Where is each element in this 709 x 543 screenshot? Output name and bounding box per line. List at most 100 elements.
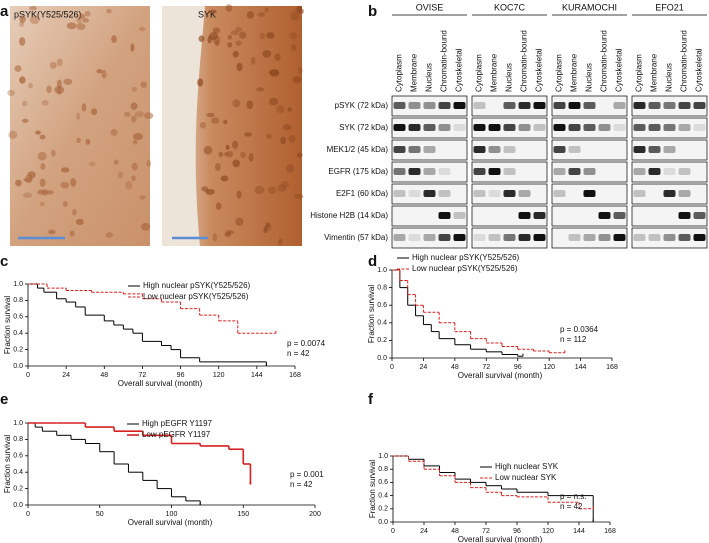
fraction-label: Cytoplasm — [475, 54, 484, 92]
band — [663, 190, 676, 197]
cell-nucleus — [7, 89, 15, 97]
x-tick-label: 144 — [573, 528, 585, 535]
band — [613, 124, 626, 131]
cell-nucleus — [295, 6, 302, 14]
y-axis-label: Fraction survival — [3, 296, 12, 354]
band — [503, 124, 516, 131]
blot-box — [391, 95, 468, 117]
band — [583, 102, 596, 109]
cell-nucleus — [101, 69, 107, 79]
band — [488, 190, 501, 197]
annotation: n = 42 — [560, 502, 583, 511]
cell-nucleus — [105, 232, 114, 238]
cell-nucleus — [232, 99, 241, 108]
blot-box — [391, 205, 468, 227]
cell-nucleus — [66, 22, 77, 30]
cell-nucleus — [60, 181, 70, 189]
protein-label: Vimentin (57 kDa) — [324, 233, 388, 242]
stroma — [162, 6, 205, 246]
band — [553, 168, 566, 175]
cell-nucleus — [35, 130, 41, 135]
band — [663, 234, 676, 241]
cell-nucleus — [140, 81, 148, 88]
cell-nucleus — [27, 171, 36, 179]
band — [473, 190, 486, 197]
cell-nucleus — [22, 100, 28, 107]
fraction-label: Cytoplasm — [555, 54, 564, 92]
blot-box — [551, 161, 628, 183]
blot-box — [631, 161, 708, 183]
band — [503, 168, 516, 175]
band — [583, 234, 596, 241]
band — [568, 124, 581, 131]
cell-nucleus — [197, 78, 204, 87]
band — [633, 102, 646, 109]
band — [568, 234, 581, 241]
cell-nucleus — [263, 226, 268, 234]
band — [393, 190, 406, 197]
x-tick-label: 96 — [513, 528, 521, 535]
annotation: n = 42 — [290, 480, 313, 489]
cell-nucleus — [110, 128, 118, 136]
y-tick-label: 0.4 — [378, 492, 388, 499]
band — [693, 102, 706, 109]
y-tick-label: 0.6 — [13, 453, 23, 460]
fraction-label: Membrane — [570, 53, 579, 92]
cell-nucleus — [281, 180, 290, 188]
survival-curve — [393, 455, 594, 523]
cell-nucleus — [235, 40, 242, 46]
cell-nucleus — [225, 144, 230, 151]
cell-nucleus — [132, 139, 138, 145]
band — [488, 168, 501, 175]
annotation: p = 0.0074 — [287, 339, 326, 348]
blot-box — [391, 227, 468, 249]
band — [453, 102, 466, 109]
y-tick-label: 1.0 — [377, 267, 387, 274]
fraction-label: Cytoplasm — [395, 54, 404, 92]
band — [503, 234, 516, 241]
cell-nucleus — [236, 62, 243, 72]
cell-nucleus — [280, 136, 287, 145]
blot-box — [471, 161, 548, 183]
cell-line: KURAMOCHI — [562, 2, 617, 12]
cell-nucleus — [297, 152, 303, 158]
cell-nucleus — [41, 100, 49, 106]
cell-nucleus — [211, 35, 221, 44]
x-tick-label: 72 — [482, 364, 490, 371]
cell-nucleus — [140, 222, 151, 231]
band — [568, 102, 581, 109]
cell-nucleus — [256, 87, 265, 92]
cell-nucleus — [14, 65, 22, 72]
cell-nucleus — [215, 163, 221, 172]
band — [533, 124, 546, 131]
cell-nucleus — [206, 112, 215, 118]
fraction-label: Nucleus — [585, 63, 594, 92]
cell-nucleus — [29, 15, 40, 25]
fraction-label: Nucleus — [425, 63, 434, 92]
x-axis-label: Overall survival (month) — [128, 518, 213, 527]
y-axis-label: Fraction survival — [3, 435, 12, 493]
fraction-label: Chromatin-bound — [520, 30, 529, 92]
cell-nucleus — [54, 85, 65, 94]
cell-nucleus — [85, 138, 91, 145]
x-tick-label: 200 — [309, 511, 321, 518]
band — [663, 124, 676, 131]
cell-nucleus — [205, 188, 215, 195]
panel-label: e — [0, 391, 8, 408]
cell-nucleus — [246, 11, 255, 19]
protein-label: Histone H2B (14 kDa) — [310, 211, 388, 220]
x-axis-label: Overall survival (month) — [458, 371, 543, 380]
cell-nucleus — [134, 111, 145, 118]
y-tick-label: 0.8 — [13, 297, 23, 304]
cell-line: KOC7C — [494, 2, 526, 12]
band — [408, 146, 421, 153]
cell-nucleus — [56, 58, 63, 67]
fraction-label: Cytoskeletal — [455, 48, 464, 92]
x-tick-label: 100 — [166, 511, 178, 518]
cell-nucleus — [277, 184, 287, 192]
x-tick-label: 24 — [420, 528, 428, 535]
band — [393, 102, 406, 109]
x-tick-label: 72 — [139, 372, 147, 379]
cell-nucleus — [51, 149, 56, 157]
x-tick-label: 144 — [575, 364, 587, 371]
